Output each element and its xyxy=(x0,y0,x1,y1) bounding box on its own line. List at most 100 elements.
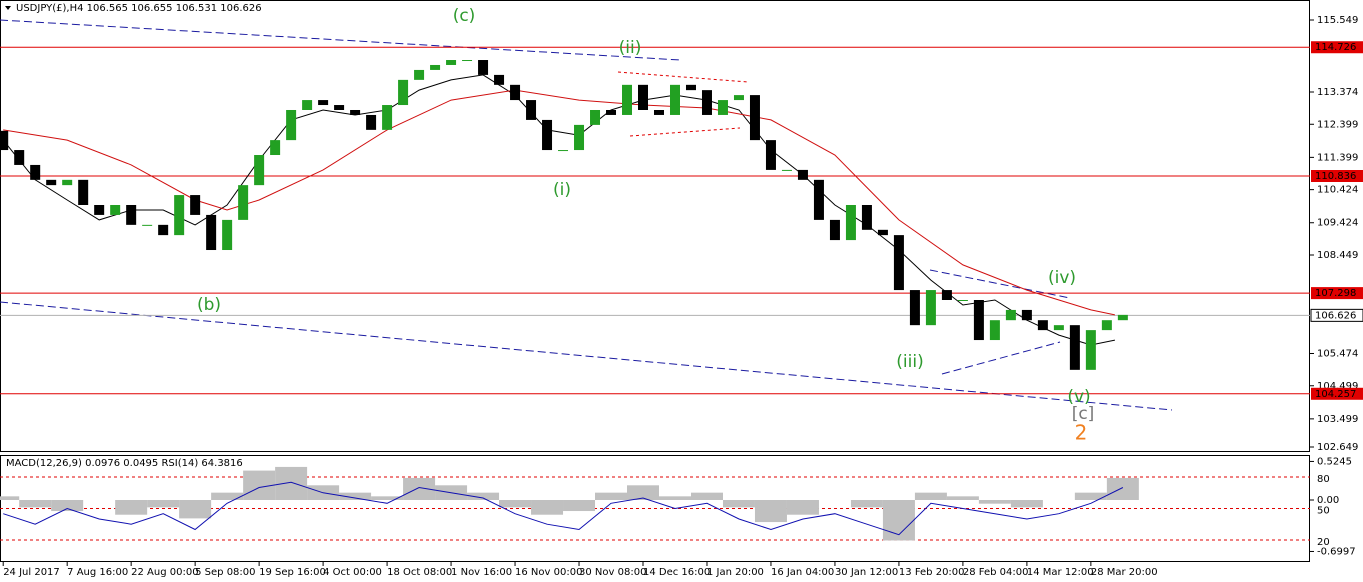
candle xyxy=(925,290,936,326)
candle xyxy=(286,109,297,141)
candle xyxy=(1117,314,1128,321)
candle xyxy=(877,229,888,236)
y-tick-label: 110.424 xyxy=(1317,185,1358,196)
y-tick-label: 0.00 xyxy=(1317,495,1339,506)
y-tick-label: 103.499 xyxy=(1317,414,1358,425)
y-tick-label: 104.499 xyxy=(1317,381,1358,392)
candle xyxy=(669,84,680,115)
candle xyxy=(733,95,744,101)
macd-bar xyxy=(946,496,979,501)
macd-bar xyxy=(722,500,755,508)
candle xyxy=(973,299,984,341)
candle xyxy=(254,155,265,186)
candle xyxy=(717,100,728,115)
macd-bar xyxy=(531,500,564,515)
candle xyxy=(142,224,153,226)
candle xyxy=(14,150,25,165)
candle xyxy=(62,179,73,186)
x-tick-label: 19 Sep 16:00 xyxy=(259,567,326,578)
y-tick-label: 111.399 xyxy=(1317,152,1358,163)
y-tick-label: 0.5245 xyxy=(1317,456,1352,467)
level-box xyxy=(1311,170,1363,183)
candle xyxy=(909,290,920,326)
candle xyxy=(1053,325,1064,331)
level-label: 110.836 xyxy=(1315,171,1356,182)
macd-bar xyxy=(754,500,787,523)
current-price-box xyxy=(1310,308,1363,322)
candle xyxy=(398,79,409,106)
chart-title: USDJPY(£),H4 106.565 106.655 106.531 106… xyxy=(16,3,262,14)
macd-bar xyxy=(211,492,244,501)
candle xyxy=(206,214,217,251)
macd-bar xyxy=(595,492,628,501)
x-tick-label: 18 Oct 08:00 xyxy=(387,567,452,578)
macd-bar xyxy=(339,492,372,501)
candle xyxy=(701,90,712,115)
candle xyxy=(638,84,649,110)
y-tick-label: 115.549 xyxy=(1317,15,1358,26)
candle xyxy=(653,109,664,115)
macd-bar xyxy=(275,466,308,501)
candle xyxy=(46,179,57,186)
x-tick-label: 14 Dec 16:00 xyxy=(643,567,710,578)
candle xyxy=(797,169,808,180)
candle xyxy=(606,109,617,115)
candle xyxy=(957,299,968,301)
wave-label: (b) xyxy=(197,295,221,315)
candle xyxy=(685,84,696,91)
candle xyxy=(174,195,185,236)
x-tick-label: 5 Sep 08:00 xyxy=(195,567,255,578)
candle xyxy=(414,69,425,80)
candle xyxy=(110,204,121,215)
y-tick-label: 105.474 xyxy=(1317,348,1358,359)
candle xyxy=(446,60,457,65)
x-tick-label: 1 Jan 20:00 xyxy=(707,567,764,578)
candle xyxy=(494,74,505,85)
candle xyxy=(861,204,872,230)
wave-label: (v) xyxy=(1067,387,1090,407)
x-tick-label: 30 Nov 08:00 xyxy=(579,567,646,578)
candle xyxy=(478,60,489,75)
x-tick-label: 7 Aug 16:00 xyxy=(67,567,128,578)
macd-bar xyxy=(467,492,500,501)
macd-bar xyxy=(403,477,436,501)
macd-bar xyxy=(978,500,1011,504)
candle xyxy=(238,185,249,220)
menu-arrow[interactable] xyxy=(5,6,11,10)
candle xyxy=(302,100,313,110)
macd-bar xyxy=(179,500,212,519)
trend-line xyxy=(0,301,1173,411)
wave-label: [c] xyxy=(1072,404,1095,424)
x-tick-label: 22 Aug 00:00 xyxy=(131,567,198,578)
candle xyxy=(989,320,1000,341)
macd-bar xyxy=(627,485,660,501)
macd-bar xyxy=(115,500,148,515)
macd-bar xyxy=(51,500,84,512)
x-tick-label: 16 Jan 04:00 xyxy=(771,567,834,578)
wave-label: 2 xyxy=(1075,421,1088,445)
x-tick-label: 24 Jul 2017 xyxy=(3,567,60,578)
candle xyxy=(941,290,952,300)
candle xyxy=(765,140,776,170)
trend-line xyxy=(0,19,681,61)
candle xyxy=(430,64,441,70)
y-tick-label: 112.399 xyxy=(1317,119,1358,130)
candle xyxy=(190,195,201,215)
wave-label: (iv) xyxy=(1048,268,1076,288)
candle xyxy=(78,179,89,205)
candle xyxy=(382,105,393,130)
moving-average xyxy=(3,89,1116,316)
y-tick-label: 108.449 xyxy=(1317,250,1358,261)
y-tick-label: -0.6997 xyxy=(1317,546,1356,557)
level-label: 114.726 xyxy=(1315,42,1356,53)
y2-tick-label: 20 xyxy=(1317,537,1330,548)
x-tick-label: 16 Nov 00:00 xyxy=(515,567,582,578)
candle xyxy=(893,235,904,291)
macd-bar xyxy=(371,496,404,501)
candle xyxy=(1085,330,1096,370)
wave-label: (ii) xyxy=(619,38,642,58)
wave-label: (c) xyxy=(453,6,476,26)
candle xyxy=(558,150,569,152)
macd-bar xyxy=(0,496,20,501)
